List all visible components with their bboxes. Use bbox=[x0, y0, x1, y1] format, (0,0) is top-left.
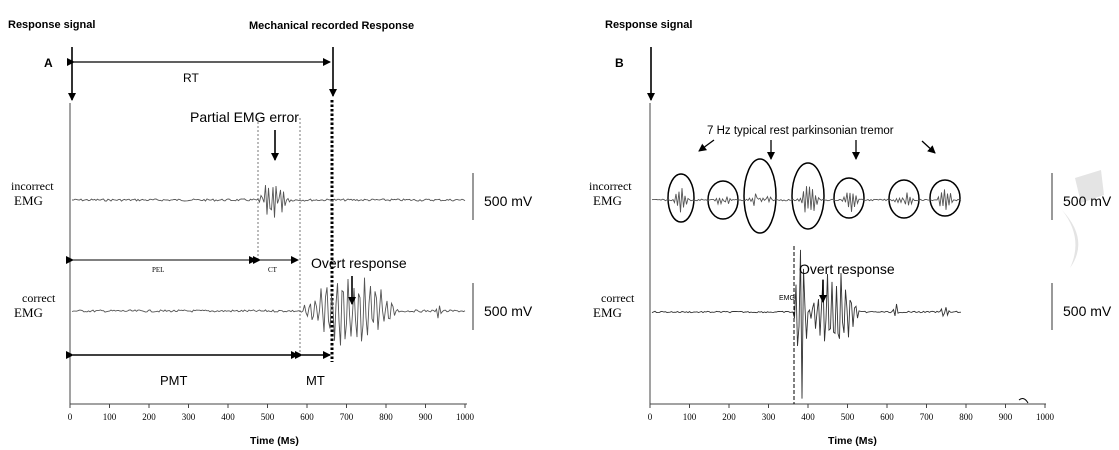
correct-label-2: EMG bbox=[14, 305, 43, 320]
x-tick-label: 400 bbox=[801, 412, 815, 422]
response-signal-label: Response signal bbox=[8, 19, 95, 31]
tremor-burst-circle bbox=[889, 180, 919, 218]
watermark-shape bbox=[1062, 210, 1078, 268]
correct-label-1: correct bbox=[22, 291, 56, 305]
mechanical-response-label: Mechanical recorded Response bbox=[249, 20, 414, 32]
correct-emg-trace bbox=[72, 278, 465, 346]
tremor-burst-circle bbox=[744, 159, 776, 233]
panel-a: Response signal Mechanical recorded Resp… bbox=[8, 19, 533, 447]
x-tick-label: 200 bbox=[142, 412, 156, 422]
partial-emg-error-label: Partial EMG error bbox=[190, 109, 299, 125]
x-tick-label: 300 bbox=[762, 412, 776, 422]
x-tick-label: 600 bbox=[300, 412, 314, 422]
x-axis-label: Time (Ms) bbox=[250, 435, 299, 447]
scale-label-bottom-b: 500 mV bbox=[1063, 303, 1112, 319]
pmt-label: PMT bbox=[160, 373, 188, 388]
incorrect-emg-trace-b bbox=[652, 186, 961, 212]
rt-label: RT bbox=[183, 71, 199, 85]
tremor-arrow bbox=[699, 140, 714, 151]
panel-letter-a: A bbox=[44, 56, 53, 70]
x-tick-label: 1000 bbox=[456, 412, 475, 422]
x-tick-label: 900 bbox=[419, 412, 433, 422]
scale-label-top-b: 500 mV bbox=[1063, 193, 1112, 209]
x-tick-label: 0 bbox=[648, 412, 653, 422]
scale-label-bottom: 500 mV bbox=[484, 303, 533, 319]
x-tick-label: 600 bbox=[880, 412, 894, 422]
x-ticks-b: 0 100 200 300 400 500 600 700 800 900 1000 bbox=[648, 404, 1055, 422]
incorrect-label-1-b: incorrect bbox=[589, 179, 632, 193]
tremor-label: 7 Hz typical rest parkinsonian tremor bbox=[707, 125, 894, 137]
x-tick-label: 200 bbox=[722, 412, 736, 422]
incorrect-emg-trace bbox=[72, 185, 465, 218]
x-tick-label: 500 bbox=[841, 412, 855, 422]
x-tick-label: 700 bbox=[920, 412, 934, 422]
x-tick-label: 0 bbox=[68, 412, 73, 422]
scale-label-top: 500 mV bbox=[484, 193, 533, 209]
x-tick-label: 800 bbox=[379, 412, 393, 422]
tremor-arrow bbox=[922, 141, 935, 153]
tremor-burst-circle bbox=[792, 163, 824, 229]
small-tick-mark bbox=[1019, 399, 1028, 403]
x-tick-label: 100 bbox=[683, 412, 697, 422]
incorrect-label-1: incorrect bbox=[11, 179, 54, 193]
panel-letter-b: B bbox=[615, 56, 624, 70]
x-tick-label: 1000 bbox=[1036, 412, 1055, 422]
x-tick-label: 900 bbox=[999, 412, 1013, 422]
x-tick-label: 300 bbox=[182, 412, 196, 422]
overt-response-label: Overt response bbox=[311, 255, 407, 271]
correct-label-1-b: correct bbox=[601, 291, 635, 305]
x-ticks: 0 100 200 300 400 500 600 700 800 900 1000 bbox=[68, 404, 475, 422]
ct-label: CT bbox=[268, 266, 278, 274]
response-signal-label-b: Response signal bbox=[605, 19, 692, 31]
x-axis-label-b: Time (Ms) bbox=[828, 435, 877, 447]
incorrect-label-2: EMG bbox=[14, 193, 43, 208]
correct-label-2-b: EMG bbox=[593, 305, 622, 320]
x-tick-label: 100 bbox=[103, 412, 117, 422]
tremor-burst-circle bbox=[834, 178, 864, 218]
x-tick-label: 400 bbox=[221, 412, 235, 422]
mt-label: MT bbox=[306, 373, 325, 388]
emg-onset-label: EMG bbox=[779, 295, 795, 302]
overt-response-label-b: Overt response bbox=[799, 261, 895, 277]
x-tick-label: 500 bbox=[261, 412, 275, 422]
x-tick-label: 800 bbox=[959, 412, 973, 422]
x-tick-label: 700 bbox=[340, 412, 354, 422]
incorrect-label-2-b: EMG bbox=[593, 193, 622, 208]
pel-label: PEL bbox=[152, 266, 164, 274]
panel-b: Response signal B 0 100 200 300 400 500 600 700… bbox=[589, 19, 1112, 447]
